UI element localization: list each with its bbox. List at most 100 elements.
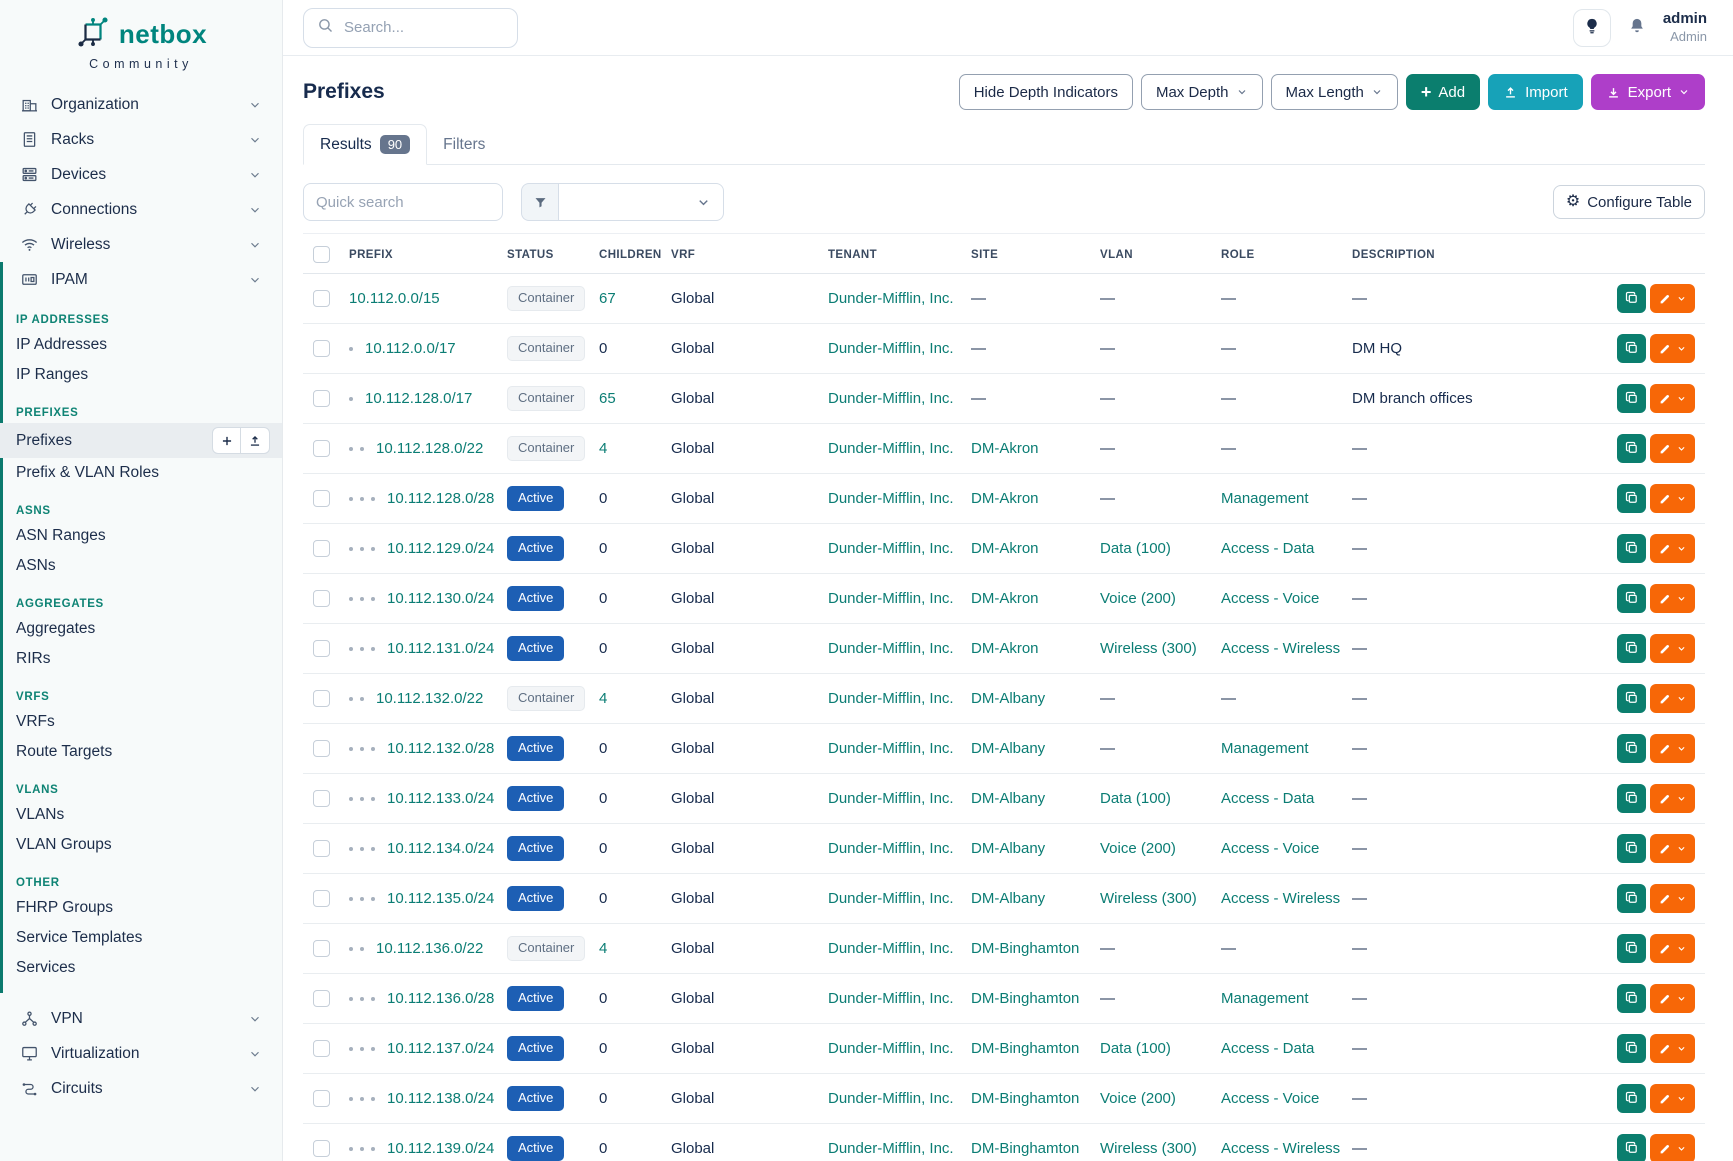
children-link[interactable]: 4 — [599, 940, 608, 957]
prefix-link[interactable]: 10.112.138.0/24 — [387, 1090, 495, 1107]
role-link[interactable]: Access - Voice — [1221, 1090, 1320, 1107]
sidebar-item-ipam[interactable]: IPAM — [12, 262, 270, 297]
sidebar-item-asns[interactable]: ASNs — [12, 551, 270, 581]
prefix-link[interactable]: 10.112.128.0/22 — [376, 440, 484, 457]
site-link[interactable]: DM-Albany — [971, 690, 1046, 707]
copy-button[interactable] — [1617, 1034, 1646, 1063]
tenant-link[interactable]: Dunder-Mifflin, Inc. — [828, 440, 954, 457]
vlan-link[interactable]: Wireless (300) — [1100, 890, 1197, 907]
vlan-link[interactable]: Wireless (300) — [1100, 640, 1197, 657]
edit-button[interactable] — [1650, 784, 1695, 813]
tenant-link[interactable]: Dunder-Mifflin, Inc. — [828, 590, 954, 607]
prefix-link[interactable]: 10.112.139.0/24 — [387, 1140, 495, 1157]
edit-button[interactable] — [1650, 934, 1695, 963]
children-link[interactable]: 67 — [599, 290, 616, 307]
sidebar-item-service-templates[interactable]: Service Templates — [12, 923, 270, 953]
sidebar-item-devices[interactable]: Devices — [12, 157, 270, 192]
configure-table-button[interactable]: ⚙ Configure Table — [1552, 185, 1705, 219]
vlan-link[interactable]: Wireless (300) — [1100, 1140, 1197, 1157]
edit-button[interactable] — [1650, 584, 1695, 613]
prefix-link[interactable]: 10.112.132.0/28 — [387, 740, 495, 757]
tenant-link[interactable]: Dunder-Mifflin, Inc. — [828, 490, 954, 507]
edit-button[interactable] — [1650, 484, 1695, 513]
prefix-link[interactable]: 10.112.0.0/17 — [365, 340, 456, 357]
sidebar-item-route-targets[interactable]: Route Targets — [12, 737, 270, 767]
quick-search-input[interactable] — [303, 183, 503, 221]
tab-filters[interactable]: Filters — [443, 136, 486, 153]
row-checkbox[interactable] — [313, 1040, 330, 1057]
row-checkbox[interactable] — [313, 990, 330, 1007]
row-checkbox[interactable] — [313, 790, 330, 807]
notifications-button[interactable] — [1627, 16, 1647, 39]
role-link[interactable]: Management — [1221, 490, 1309, 507]
row-checkbox[interactable] — [313, 590, 330, 607]
site-link[interactable]: DM-Albany — [971, 790, 1046, 807]
edit-button[interactable] — [1650, 884, 1695, 913]
site-link[interactable]: DM-Akron — [971, 490, 1039, 507]
column-header-prefix[interactable]: PREFIX — [339, 233, 497, 274]
column-header-vrf[interactable]: VRF — [661, 233, 818, 274]
role-link[interactable]: Access - Data — [1221, 1040, 1315, 1057]
tenant-link[interactable]: Dunder-Mifflin, Inc. — [828, 890, 954, 907]
prefix-link[interactable]: 10.112.128.0/17 — [365, 390, 473, 407]
vlan-link[interactable]: Data (100) — [1100, 790, 1171, 807]
row-checkbox[interactable] — [313, 440, 330, 457]
column-header-vlan[interactable]: VLAN — [1090, 233, 1211, 274]
site-link[interactable]: DM-Albany — [971, 740, 1046, 757]
sidebar-item-asn-ranges[interactable]: ASN Ranges — [12, 521, 270, 551]
edit-button[interactable] — [1650, 1134, 1695, 1161]
prefix-link[interactable]: 10.112.134.0/24 — [387, 840, 495, 857]
theme-toggle-button[interactable] — [1572, 8, 1611, 47]
add-button[interactable]: + Add — [1405, 74, 1481, 110]
row-checkbox[interactable] — [313, 290, 330, 307]
edit-button[interactable] — [1650, 434, 1695, 463]
role-link[interactable]: Management — [1221, 740, 1309, 757]
user-menu[interactable]: admin Admin — [1663, 10, 1707, 45]
copy-button[interactable] — [1617, 834, 1646, 863]
prefix-link[interactable]: 10.112.136.0/22 — [376, 940, 484, 957]
row-checkbox[interactable] — [313, 690, 330, 707]
sidebar-item-racks[interactable]: Racks — [12, 122, 270, 157]
tenant-link[interactable]: Dunder-Mifflin, Inc. — [828, 740, 954, 757]
site-link[interactable]: DM-Akron — [971, 640, 1039, 657]
vlan-link[interactable]: Data (100) — [1100, 540, 1171, 557]
site-link[interactable]: DM-Binghamton — [971, 990, 1080, 1007]
tenant-link[interactable]: Dunder-Mifflin, Inc. — [828, 1090, 954, 1107]
sidebar-item-connections[interactable]: Connections — [12, 192, 270, 227]
site-link[interactable]: DM-Akron — [971, 540, 1039, 557]
column-header-role[interactable]: ROLE — [1211, 233, 1342, 274]
sidebar-item-prefix-vlan-roles[interactable]: Prefix & VLAN Roles — [12, 458, 270, 488]
edit-button[interactable] — [1650, 1034, 1695, 1063]
site-link[interactable]: DM-Akron — [971, 440, 1039, 457]
tenant-link[interactable]: Dunder-Mifflin, Inc. — [828, 790, 954, 807]
prefix-link[interactable]: 10.112.137.0/24 — [387, 1040, 495, 1057]
sidebar-item-vlan-groups[interactable]: VLAN Groups — [12, 830, 270, 860]
edit-button[interactable] — [1650, 984, 1695, 1013]
edit-button[interactable] — [1650, 534, 1695, 563]
copy-button[interactable] — [1617, 584, 1646, 613]
sidebar-item-vpn[interactable]: VPN — [12, 1001, 270, 1036]
children-link[interactable]: 65 — [599, 390, 616, 407]
prefix-link[interactable]: 10.112.0.0/15 — [349, 290, 440, 307]
edit-button[interactable] — [1650, 1084, 1695, 1113]
row-checkbox[interactable] — [313, 1090, 330, 1107]
copy-button[interactable] — [1617, 984, 1646, 1013]
upload-button[interactable] — [241, 427, 270, 454]
children-link[interactable]: 4 — [599, 690, 608, 707]
copy-button[interactable] — [1617, 634, 1646, 663]
copy-button[interactable] — [1617, 934, 1646, 963]
copy-button[interactable] — [1617, 784, 1646, 813]
role-link[interactable]: Access - Wireless — [1221, 890, 1341, 907]
tenant-link[interactable]: Dunder-Mifflin, Inc. — [828, 940, 954, 957]
row-checkbox[interactable] — [313, 940, 330, 957]
children-link[interactable]: 4 — [599, 440, 608, 457]
row-checkbox[interactable] — [313, 390, 330, 407]
hide-depth-indicators-button[interactable]: Hide Depth Indicators — [958, 74, 1133, 110]
sidebar-item-services[interactable]: Services — [12, 953, 270, 983]
select-all-checkbox[interactable] — [313, 246, 330, 263]
tenant-link[interactable]: Dunder-Mifflin, Inc. — [828, 390, 954, 407]
role-link[interactable]: Access - Data — [1221, 540, 1315, 557]
role-link[interactable]: Management — [1221, 990, 1309, 1007]
saved-filter-select[interactable] — [558, 183, 724, 221]
column-header-status[interactable]: STATUS — [497, 233, 589, 274]
